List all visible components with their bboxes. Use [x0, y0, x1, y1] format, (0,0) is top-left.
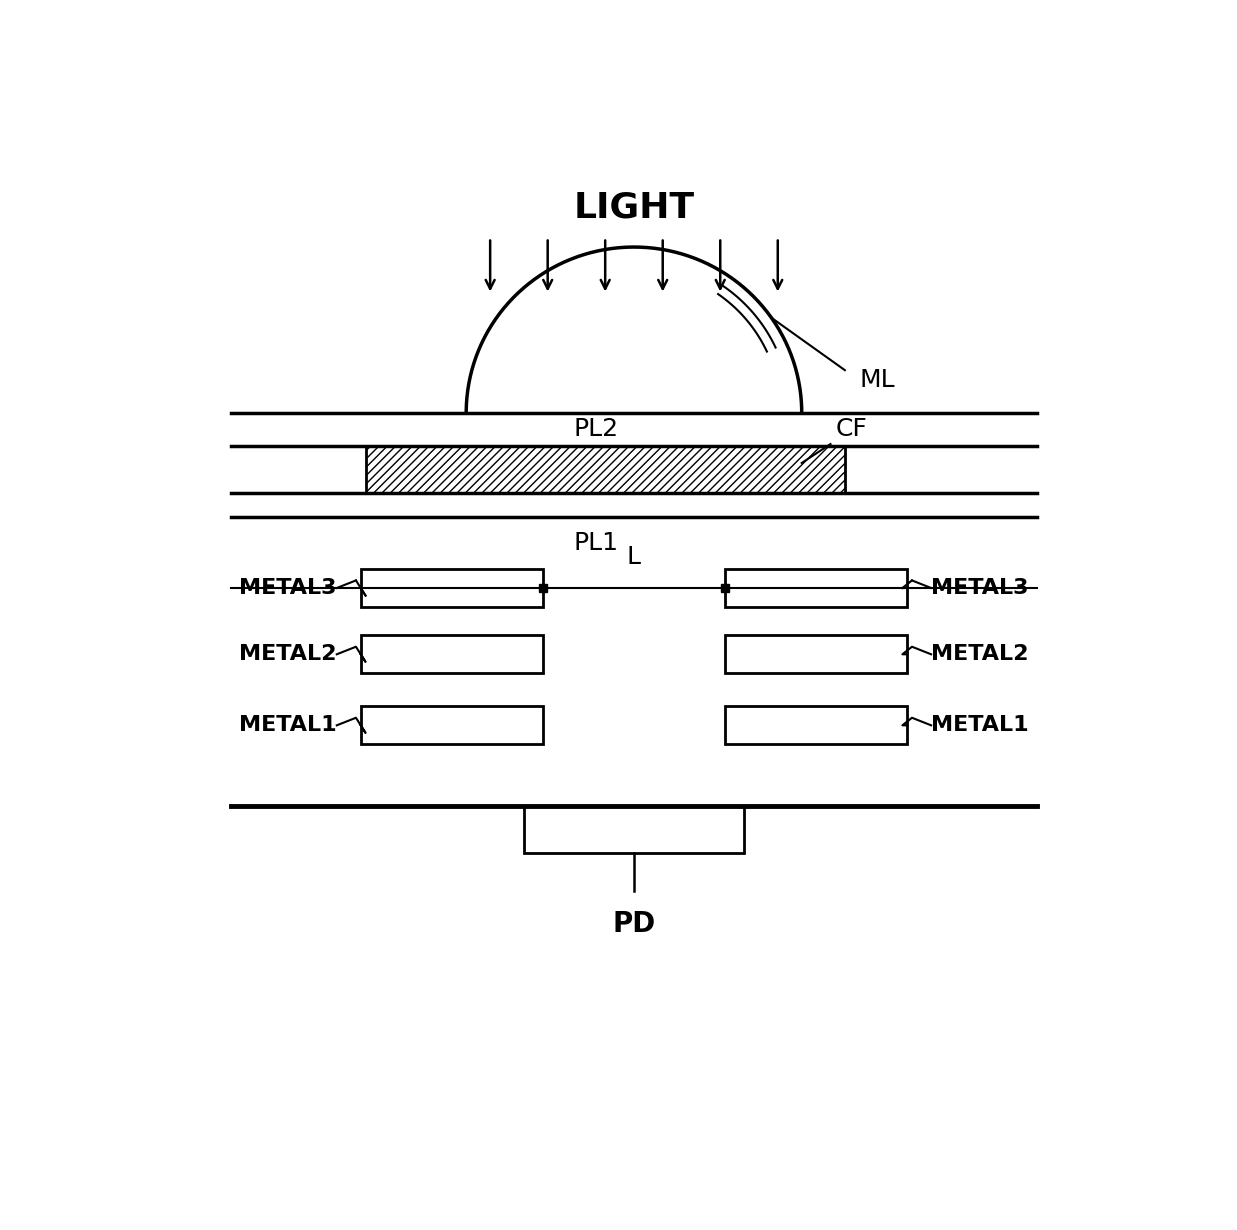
Bar	[539, 584, 547, 592]
Bar	[361, 636, 543, 673]
Text: PD: PD	[612, 910, 656, 938]
Bar	[721, 584, 729, 592]
Text: METAL3: METAL3	[239, 578, 336, 598]
Bar	[361, 706, 543, 744]
Bar	[725, 569, 907, 606]
Bar	[523, 806, 745, 854]
Text: ML: ML	[860, 368, 894, 391]
Bar	[361, 569, 543, 606]
Text: METAL3: METAL3	[931, 578, 1029, 598]
Bar	[366, 446, 845, 493]
Text: METAL1: METAL1	[931, 716, 1029, 736]
Text: METAL2: METAL2	[239, 645, 336, 664]
Text: PL2: PL2	[573, 417, 618, 440]
Text: METAL1: METAL1	[239, 716, 336, 736]
Text: PL1: PL1	[573, 531, 618, 555]
Bar	[725, 636, 907, 673]
Text: LIGHT: LIGHT	[574, 191, 694, 224]
Text: L: L	[627, 545, 641, 569]
Text: CF: CF	[835, 417, 867, 442]
Bar	[725, 706, 907, 744]
Text: METAL2: METAL2	[931, 645, 1029, 664]
